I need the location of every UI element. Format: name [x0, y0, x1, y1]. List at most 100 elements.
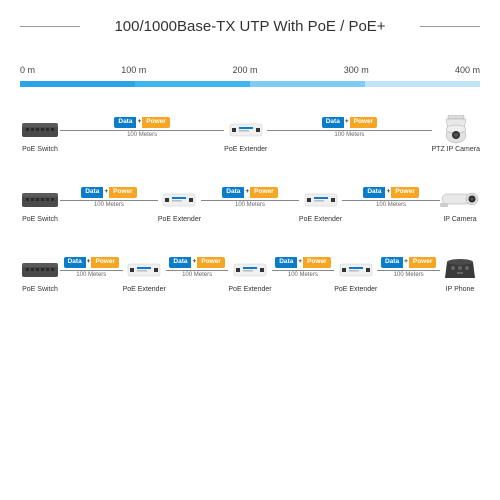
cable-link: Data+Power100 Meters — [60, 117, 224, 138]
cable-link: Data+Power 100 Meters — [267, 117, 431, 138]
device-label: PoE Extender — [228, 286, 271, 293]
data-power-badge: Data+Power — [275, 257, 330, 268]
data-power-badge: Data+Power — [81, 187, 136, 198]
poe-extender-icon — [301, 187, 341, 213]
ptz-camera-icon — [436, 117, 476, 143]
ruler-segment — [135, 81, 250, 87]
ruler-label: 400 m — [455, 65, 480, 75]
cable-link: Data+Power 100 Meters — [377, 257, 440, 278]
data-power-badge: Data+Power — [64, 257, 119, 268]
cable-distance: 100 Meters — [182, 272, 212, 278]
topology-diagrams: PoE Switch Data+Power 100 Meters PoE Extend… — [0, 87, 500, 337]
distance-ruler: 0 m 100 m 200 m 300 m 400 m — [0, 65, 500, 87]
ruler-label: 300 m — [344, 65, 369, 75]
cable-line — [60, 130, 224, 131]
cable-line — [267, 130, 431, 131]
device-label: PTZ IP Camera — [432, 146, 481, 153]
device-node: PoE Switch — [20, 117, 60, 153]
cable-line — [166, 270, 229, 271]
cable-line — [60, 200, 158, 201]
data-badge: Data — [222, 187, 244, 198]
page-title: 100/1000Base-TX UTP With PoE / PoE+ — [80, 18, 420, 35]
cable-distance: 100 Meters — [334, 132, 364, 138]
data-power-badge: Data+Power — [222, 187, 277, 198]
power-badge: Power — [109, 187, 137, 198]
device-node: PoE Extender — [228, 257, 271, 293]
poe-switch-icon — [20, 187, 60, 213]
data-badge: Data — [381, 257, 403, 268]
device-label: IP Phone — [446, 286, 475, 293]
device-node: PoE Extender — [123, 257, 166, 293]
power-badge: Power — [350, 117, 378, 128]
title-row: 100/1000Base-TX UTP With PoE / PoE+ — [0, 0, 500, 45]
topology-chain: PoE Switch Data+Power 100 Meters PoE Extend… — [20, 257, 480, 293]
power-badge: Power — [303, 257, 331, 268]
data-badge: Data — [322, 117, 344, 128]
data-power-badge: Data+Power — [381, 257, 436, 268]
ruler-label: 200 m — [232, 65, 257, 75]
cable-link: Data+Power 100 Meters — [166, 257, 229, 278]
cable-line — [201, 200, 299, 201]
device-label: PoE Extender — [334, 286, 377, 293]
ruler-segment — [250, 81, 365, 87]
data-power-badge: Data+Power — [322, 117, 377, 128]
cable-distance: 100 Meters — [235, 202, 265, 208]
device-label: PoE Extender — [299, 216, 342, 223]
data-power-badge: Data+Power — [169, 257, 224, 268]
ruler-bar — [20, 81, 480, 87]
ruler-segment — [365, 81, 480, 87]
device-node: PoE Extender — [299, 187, 342, 223]
topology-chain: PoE Switch Data+Power 100 Meters PoE Extend… — [20, 187, 480, 223]
ruler-segment — [20, 81, 135, 87]
device-node: IP Camera — [440, 187, 480, 223]
device-label: PoE Extender — [224, 146, 267, 153]
power-badge: Power — [142, 117, 170, 128]
data-badge: Data — [169, 257, 191, 268]
device-node: PoE Extender — [224, 117, 267, 153]
device-node: PoE Switch — [20, 187, 60, 223]
device-node: PoE Switch — [20, 257, 60, 293]
poe-extender-icon — [159, 187, 199, 213]
cable-line — [272, 270, 335, 271]
ruler-labels-row: 0 m 100 m 200 m 300 m 400 m — [20, 65, 480, 75]
poe-extender-icon — [336, 257, 376, 283]
power-badge: Power — [391, 187, 419, 198]
device-label: PoE Extender — [158, 216, 201, 223]
data-badge: Data — [64, 257, 86, 268]
power-badge: Power — [197, 257, 225, 268]
cable-link: Data+Power100 Meters — [272, 257, 335, 278]
title-line-left — [20, 26, 80, 27]
topology-chain: PoE Switch Data+Power 100 Meters PoE Extend… — [20, 117, 480, 153]
data-badge: Data — [363, 187, 385, 198]
cable-link: Data+Power100 Meters — [342, 187, 440, 208]
device-node: PoE Extender — [158, 187, 201, 223]
device-node: PoE Extender — [334, 257, 377, 293]
ruler-label: 0 m — [20, 65, 35, 75]
device-label: PoE Extender — [123, 286, 166, 293]
ip-camera-icon — [440, 187, 480, 213]
ruler-label: 100 m — [121, 65, 146, 75]
poe-extender-icon — [230, 257, 270, 283]
cable-link: Data+Power 100 Meters — [60, 257, 123, 278]
cable-distance: 100 Meters — [394, 272, 424, 278]
device-label: PoE Switch — [22, 286, 58, 293]
device-label: IP Camera — [443, 216, 476, 223]
cable-link: Data+Power 100 Meters — [60, 187, 158, 208]
cable-line — [60, 270, 123, 271]
poe-extender-icon — [226, 117, 266, 143]
device-label: PoE Switch — [22, 146, 58, 153]
poe-switch-icon — [20, 117, 60, 143]
data-badge: Data — [81, 187, 103, 198]
cable-distance: 100 Meters — [127, 132, 157, 138]
device-label: PoE Switch — [22, 216, 58, 223]
data-power-badge: Data+Power — [363, 187, 418, 198]
data-badge: Data — [275, 257, 297, 268]
power-badge: Power — [409, 257, 437, 268]
data-badge: Data — [114, 117, 136, 128]
ip-phone-icon — [440, 257, 480, 283]
cable-distance: 100 Meters — [76, 272, 106, 278]
cable-distance: 100 Meters — [94, 202, 124, 208]
device-node: IP Phone — [440, 257, 480, 293]
poe-switch-icon — [20, 257, 60, 283]
title-line-right — [420, 26, 480, 27]
